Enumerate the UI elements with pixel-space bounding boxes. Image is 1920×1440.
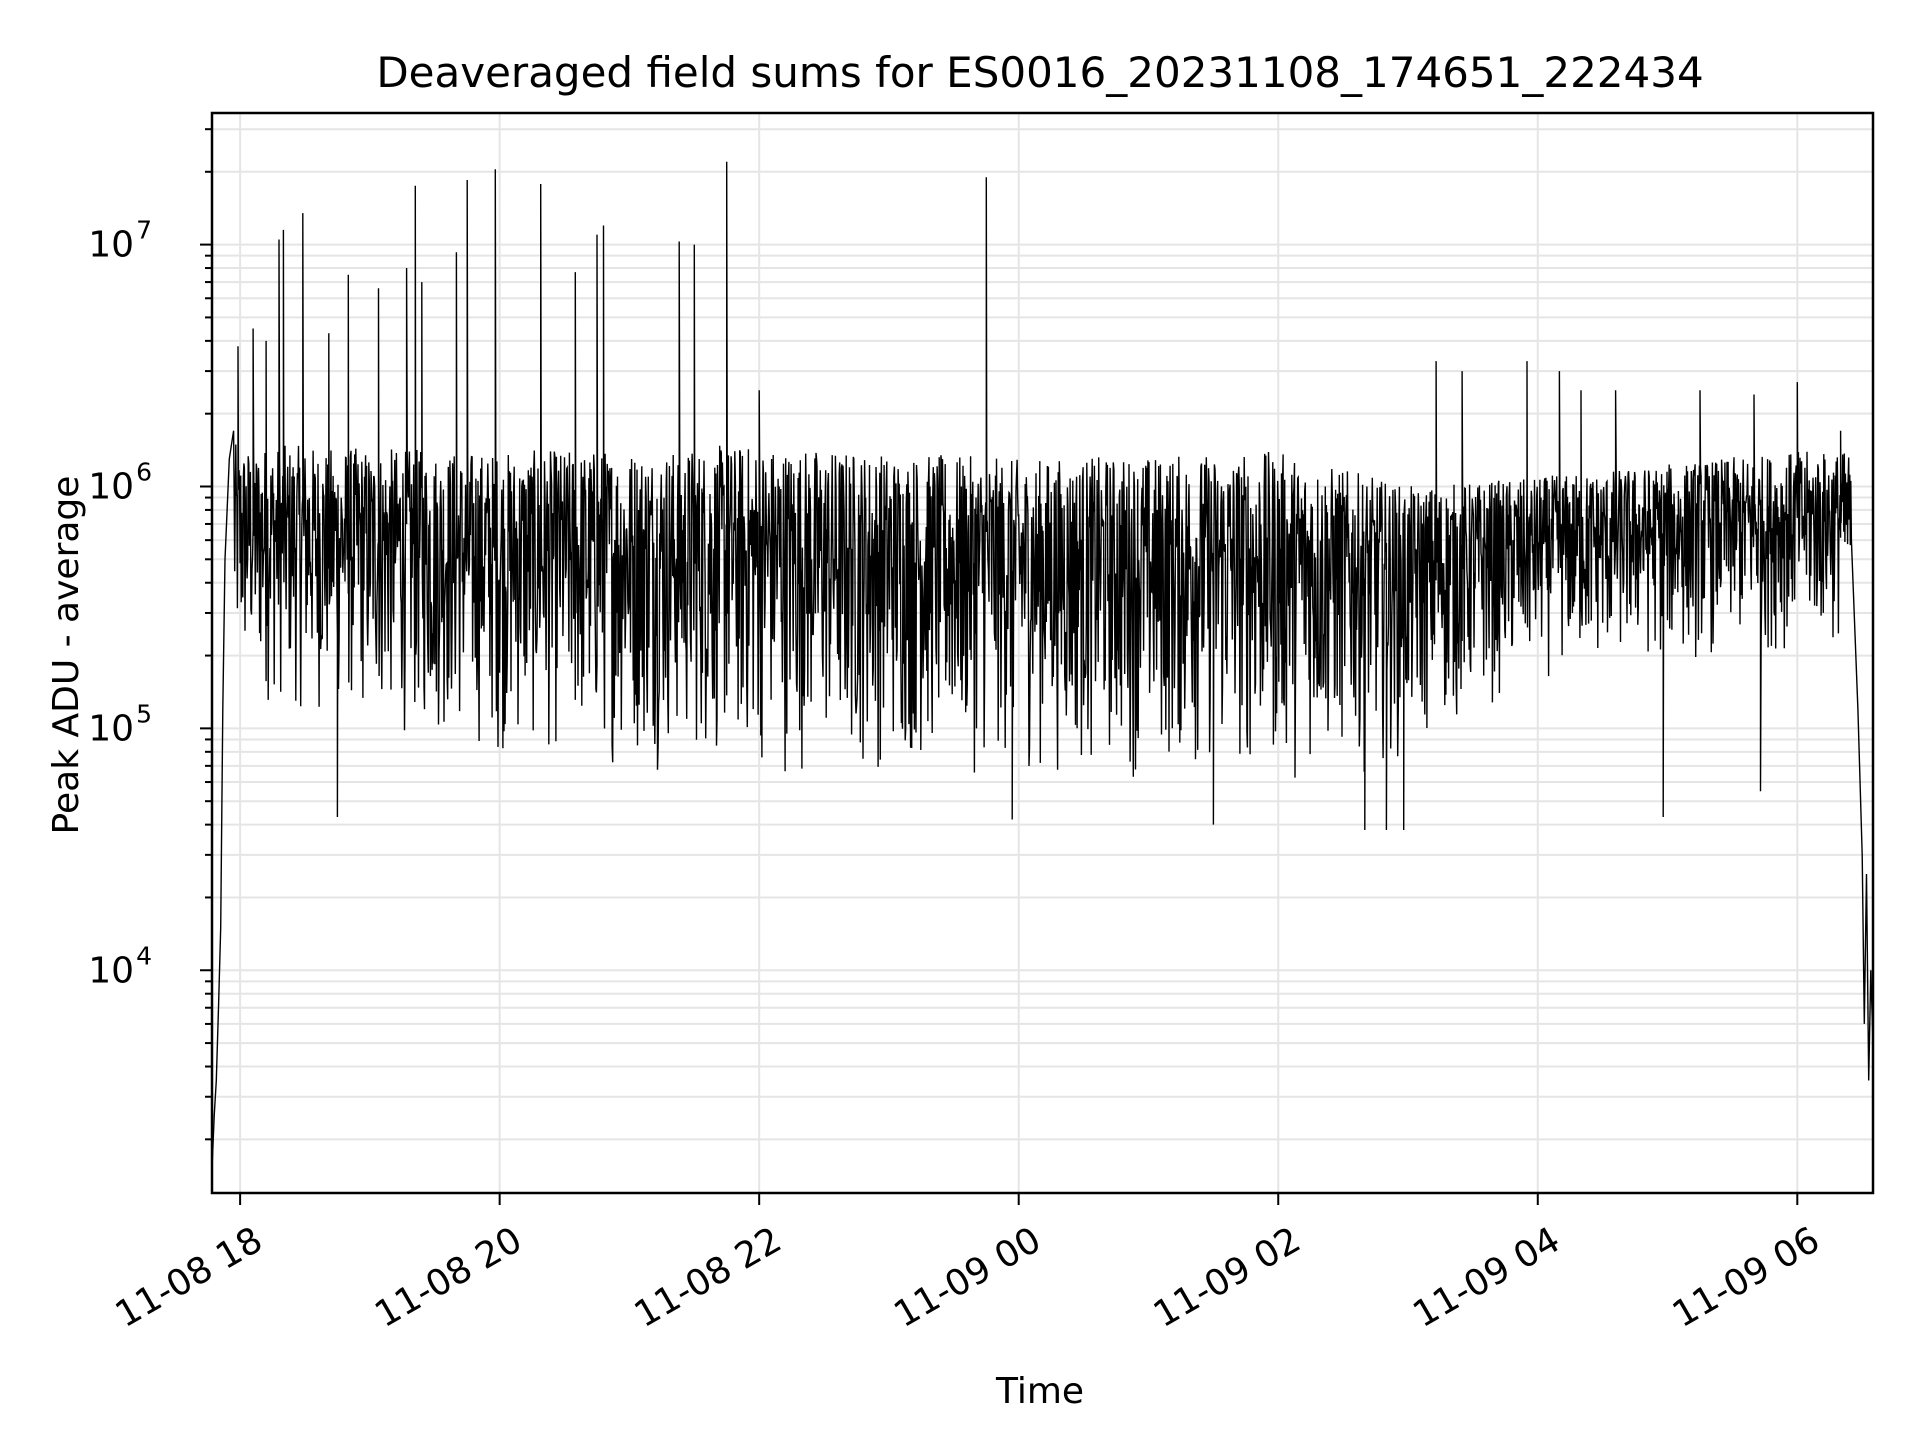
chart-title: Deaveraged field sums for ES0016_2023110… — [376, 48, 1703, 97]
x-axis-label: Time — [995, 1371, 1084, 1412]
series-line — [211, 161, 1874, 1170]
y-axis-label: Peak ADU - average — [46, 476, 87, 835]
plot-frame — [210, 111, 1875, 1195]
data-series — [211, 161, 1874, 1170]
